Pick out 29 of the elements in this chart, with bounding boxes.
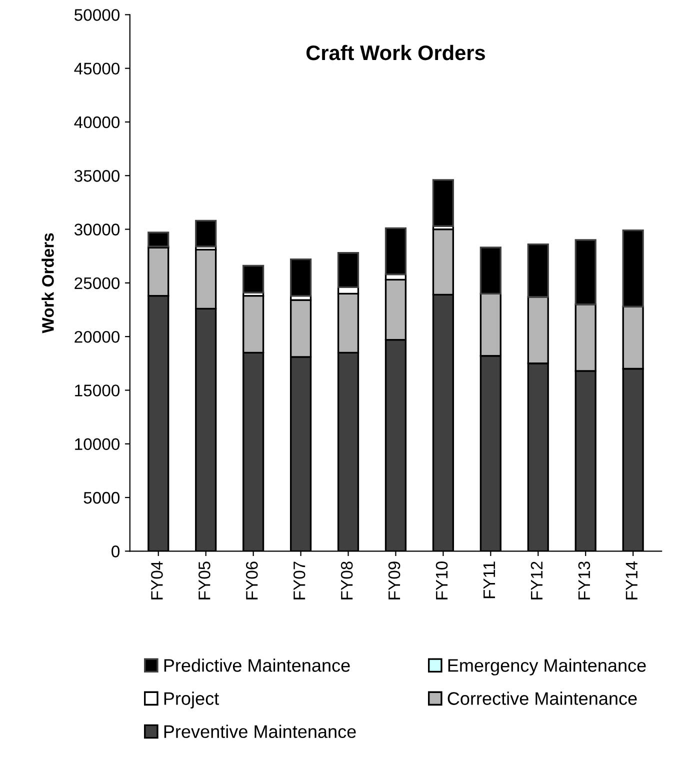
y-tick-label: 30000 [74, 224, 120, 236]
x-tick-label: FY13 [578, 562, 590, 600]
y-tick-label: 25000 [74, 277, 120, 290]
x-tick-label: FY11 [484, 562, 495, 598]
y-tick-label: 20000 [74, 330, 120, 343]
y-tick-label: 0 [112, 546, 120, 558]
legend-label: Emergency Maintenance [448, 658, 646, 676]
x-tick-label: FY10 [436, 562, 448, 600]
legend-label: Corrective Maintenance [448, 692, 637, 705]
y-tick-label: 40000 [74, 116, 120, 128]
y-axis-title: Work Orders [42, 233, 54, 334]
y-tick-label: 45000 [74, 62, 120, 75]
legend-label: Project [164, 692, 219, 709]
y-tick-label: 15000 [75, 384, 120, 396]
y-tick-label: 35000 [74, 170, 120, 182]
y-tick-label: 5000 [84, 492, 120, 504]
x-tick-label: FY14 [626, 561, 638, 600]
x-tick-label: FY08 [340, 562, 353, 600]
x-tick-label: FY12 [530, 562, 542, 600]
legend-label: Preventive Maintenance [164, 724, 356, 738]
y-tick-label: 50000 [74, 9, 120, 21]
x-tick-label: FY06 [246, 562, 258, 600]
x-tick-label: FY07 [293, 562, 306, 600]
text: Craft Work Orders [306, 44, 485, 60]
y-tick-label: 10000 [75, 438, 120, 450]
x-tick-label: FY04 [151, 561, 163, 600]
x-tick-label: FY09 [388, 562, 400, 600]
x-tick-label: FY05 [198, 562, 210, 600]
legend-label: Predictive Maintenance [164, 658, 350, 672]
